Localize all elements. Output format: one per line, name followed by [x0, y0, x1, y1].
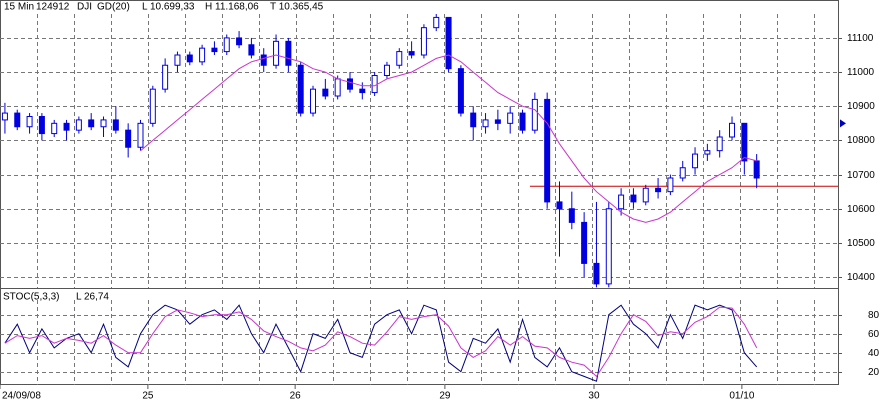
- candle-body: [753, 160, 760, 179]
- candle-body: [346, 78, 353, 90]
- y-tick-label: 10600: [847, 204, 875, 215]
- y-tick-label: 20: [868, 367, 880, 378]
- candle-body: [679, 167, 686, 179]
- y-tick-label: 60: [868, 329, 880, 340]
- x-tick-label: 26: [290, 391, 302, 402]
- candle-body: [162, 64, 169, 90]
- candle-body: [236, 37, 243, 46]
- x-tick-label: 24/09/08: [2, 391, 41, 402]
- x-tick-label: 01/10: [729, 391, 754, 402]
- candle-body: [383, 64, 390, 77]
- header-text: DJI: [77, 2, 92, 13]
- candle-body: [223, 37, 230, 53]
- candle-body: [396, 51, 403, 66]
- candle-body: [371, 75, 378, 94]
- candle-body: [408, 51, 415, 56]
- stochastic-line: [4, 306, 758, 378]
- y-tick-label: 11100: [847, 33, 874, 44]
- candle-body: [494, 119, 501, 124]
- candle-body: [88, 119, 95, 128]
- y-tick-label: 10400: [847, 272, 875, 283]
- y-tick-label: 10800: [847, 135, 875, 146]
- candle-body: [1, 112, 8, 121]
- candle-body: [334, 78, 341, 97]
- candle-body: [149, 88, 156, 124]
- candle-body: [273, 40, 280, 66]
- candle-body: [433, 16, 440, 29]
- y-tick-label: 10500: [847, 238, 875, 249]
- y-tick-label: 40: [868, 348, 880, 359]
- candle-body: [556, 201, 563, 210]
- candle-body: [445, 16, 452, 70]
- candle-body: [692, 153, 699, 169]
- candle-body: [568, 208, 575, 223]
- candle-body: [642, 187, 649, 203]
- plot-frame: [0, 0, 839, 385]
- candle-body: [630, 194, 637, 203]
- candle-body: [75, 119, 82, 131]
- candle-body: [544, 98, 551, 203]
- header-text: 124912: [36, 2, 70, 13]
- candle-body: [470, 112, 477, 128]
- candle-body: [51, 122, 58, 135]
- candle-body: [310, 88, 317, 114]
- candle-body: [457, 68, 464, 114]
- y-tick-label: 10700: [847, 170, 875, 181]
- candle-body: [322, 88, 329, 97]
- header-text: H 11.168,06: [205, 2, 259, 13]
- candle-body: [704, 150, 711, 155]
- candle-body: [260, 54, 267, 66]
- last-price-marker: [840, 119, 846, 128]
- candle-body: [655, 187, 662, 193]
- candle-body: [593, 262, 600, 285]
- candle-body: [100, 119, 107, 128]
- candle-body: [605, 208, 612, 285]
- candle-body: [199, 47, 206, 63]
- stoch-title: STOC(5,3,3): [3, 292, 60, 303]
- candle-body: [14, 112, 21, 128]
- candle-body: [112, 119, 119, 131]
- candle-body: [359, 88, 366, 94]
- candle-body: [26, 115, 33, 128]
- candle-body: [125, 129, 132, 148]
- candle-body: [729, 122, 736, 138]
- candle-body: [741, 122, 748, 162]
- candle-body: [38, 115, 45, 135]
- candle-body: [716, 136, 723, 152]
- y-tick-label: 80: [868, 310, 880, 321]
- x-tick-label: 25: [142, 391, 154, 402]
- candle-body: [531, 98, 538, 131]
- y-tick-label: 11000: [847, 67, 875, 78]
- moving-average: [140, 54, 757, 223]
- header-text: T 10.365,45: [270, 2, 324, 13]
- candle-body: [186, 54, 193, 63]
- stoch-label: L 26,74: [76, 292, 109, 303]
- candle-body: [137, 122, 144, 148]
- candle-body: [297, 64, 304, 114]
- header-text: 15 Min: [4, 2, 34, 13]
- candle-body: [420, 27, 427, 56]
- candle-body: [211, 47, 218, 53]
- candle-body: [285, 40, 292, 66]
- candle-body: [482, 119, 489, 128]
- candle-body: [581, 221, 588, 264]
- candle-body: [519, 112, 526, 131]
- candle-body: [63, 122, 70, 131]
- header-text: GD(20): [97, 2, 130, 13]
- candle-body: [618, 194, 625, 210]
- candle-body: [174, 54, 181, 66]
- y-tick-label: 10900: [847, 101, 875, 112]
- candle-body: [507, 112, 514, 124]
- candle-body: [248, 44, 255, 56]
- x-tick-label: 30: [588, 391, 600, 402]
- stochastic-line: [4, 304, 758, 382]
- candle-body: [667, 177, 674, 193]
- header-text: L 10.699,33: [142, 2, 195, 13]
- x-tick-label: 29: [439, 391, 451, 402]
